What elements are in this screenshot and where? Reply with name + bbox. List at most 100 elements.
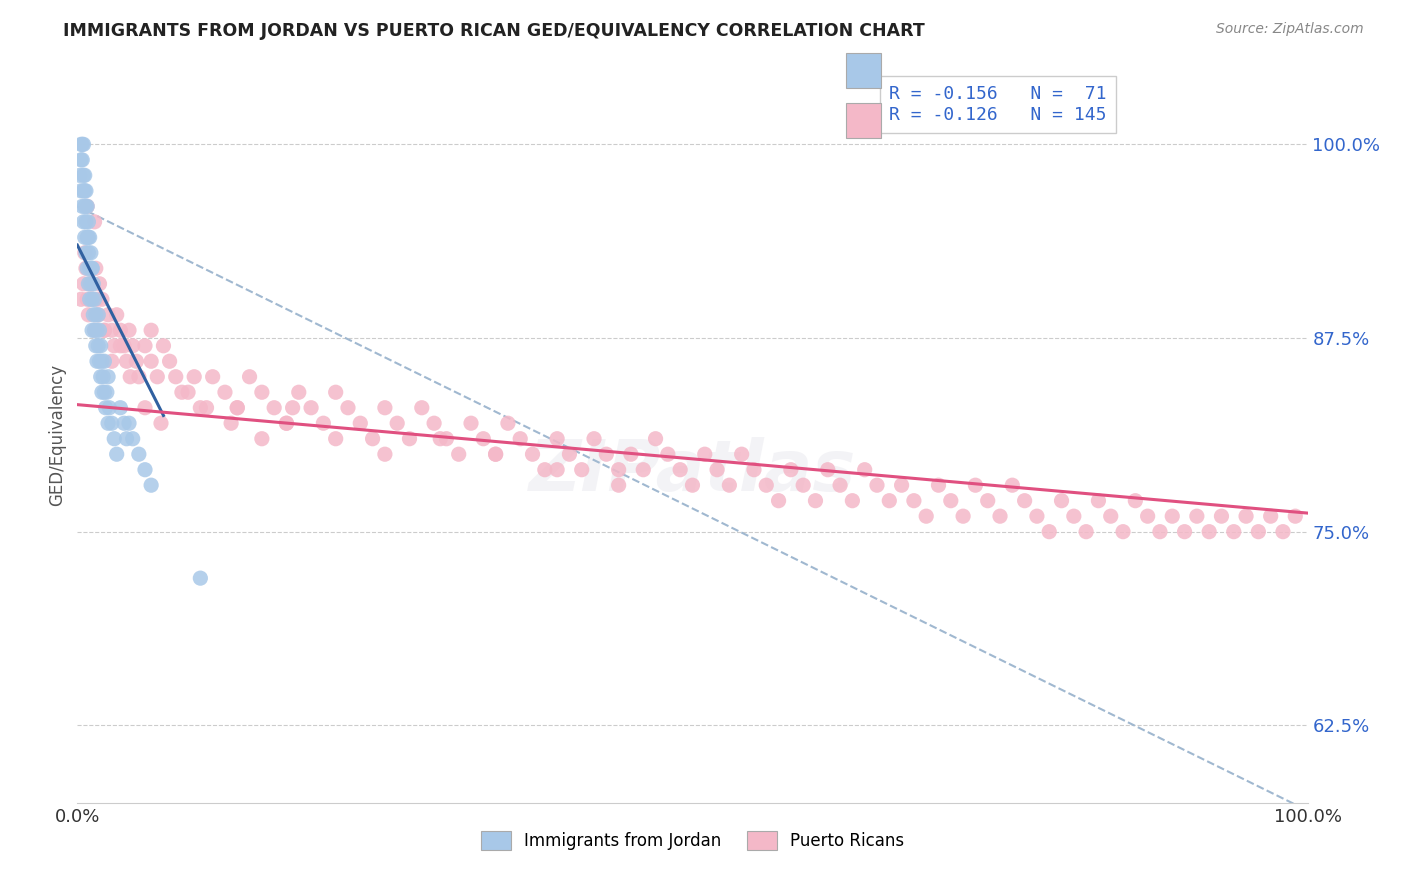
Point [281,401,304,415]
Legend: Immigrants from Jordan, Puerto Ricans: Immigrants from Jordan, Puerto Ricans [474,824,911,857]
Point [1063,509,1085,524]
Point [121,432,143,446]
Point [1001,478,1024,492]
Point [485,447,508,461]
Point [91,369,114,384]
Point [82,277,104,291]
Point [436,432,458,446]
Point [183,369,205,384]
Point [188,401,212,415]
Point [70,153,93,167]
Point [82,277,104,291]
Point [152,339,174,353]
Point [276,416,298,430]
Point [337,401,360,415]
Point [866,478,889,492]
Point [120,369,142,384]
Point [70,184,93,198]
Point [82,293,104,307]
Point [76,199,98,213]
Point [460,416,482,430]
Point [150,416,173,430]
Point [299,401,322,415]
Point [79,277,101,291]
Point [93,323,115,337]
Point [201,369,224,384]
Point [1185,509,1208,524]
Point [398,432,420,446]
Point [76,293,98,307]
Point [72,137,94,152]
Point [1149,524,1171,539]
Point [112,416,135,430]
Point [361,432,384,446]
Point [146,369,169,384]
Point [86,293,108,307]
Point [546,432,568,446]
Point [77,230,100,244]
Point [75,184,97,198]
Point [128,447,150,461]
Point [90,385,114,400]
Point [82,308,104,322]
Point [195,401,218,415]
Point [669,463,692,477]
Point [1026,509,1049,524]
Point [325,385,347,400]
Point [472,432,495,446]
Point [633,463,655,477]
Point [1211,509,1233,524]
Point [1247,524,1270,539]
Point [1161,509,1184,524]
Point [830,478,852,492]
Point [965,478,987,492]
Point [115,354,138,368]
Point [76,199,98,213]
Point [1014,493,1036,508]
Y-axis label: GED/Equivalency: GED/Equivalency [48,364,66,506]
Point [101,416,124,430]
Point [226,401,249,415]
Point [79,230,101,244]
Point [110,401,132,415]
Point [423,416,446,430]
Point [75,199,97,213]
Point [1260,509,1282,524]
Point [128,369,150,384]
Point [522,447,544,461]
Point [110,339,132,353]
Point [83,323,105,337]
Point [141,323,163,337]
Point [780,463,803,477]
Point [75,215,97,229]
Point [644,432,666,446]
Point [83,293,105,307]
Text: IMMIGRANTS FROM JORDAN VS PUERTO RICAN GED/EQUIVALENCY CORRELATION CHART: IMMIGRANTS FROM JORDAN VS PUERTO RICAN G… [63,22,925,40]
Point [97,369,120,384]
Point [141,478,163,492]
Point [374,401,396,415]
Point [101,323,124,337]
Point [90,354,114,368]
Point [90,339,112,353]
Point [77,215,100,229]
Point [73,230,96,244]
Point [841,493,863,508]
Point [558,447,581,461]
Point [94,401,117,415]
Point [903,493,925,508]
Point [1272,524,1295,539]
Point [250,385,273,400]
Point [546,463,568,477]
Point [90,293,114,307]
Point [125,354,148,368]
Point [98,401,121,415]
Point [82,293,104,307]
Point [90,369,112,384]
Point [103,432,125,446]
Point [226,401,249,415]
Point [1076,524,1098,539]
Point [112,339,135,353]
Point [682,478,704,492]
Point [134,463,156,477]
